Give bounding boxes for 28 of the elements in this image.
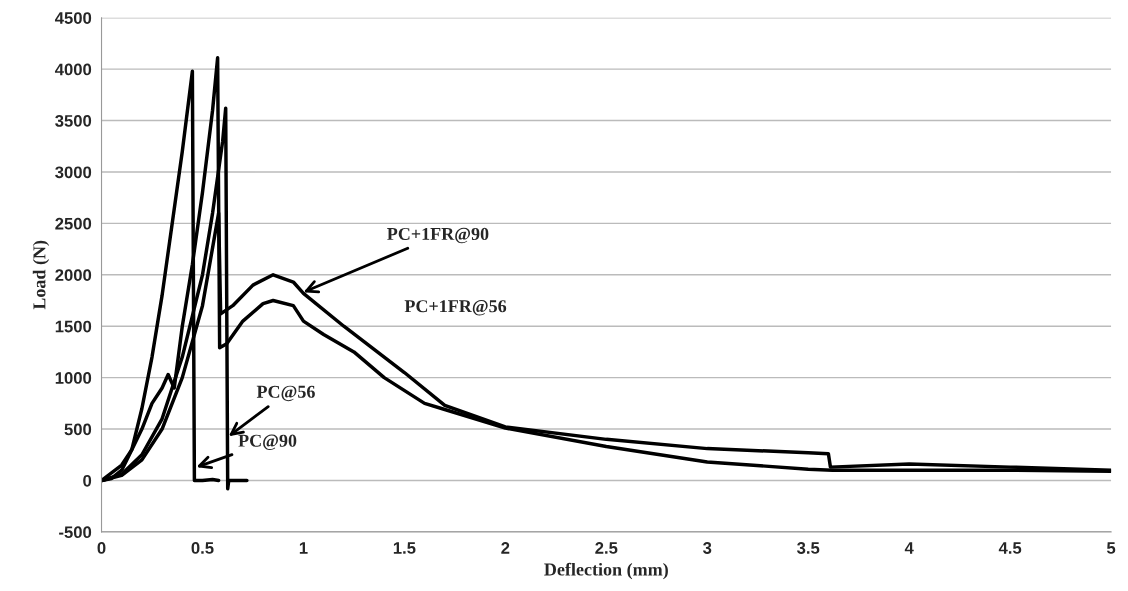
x-axis-title: Deflection (mm): [544, 562, 668, 580]
annotation: PC@56: [256, 385, 315, 402]
x-tick-label: 4.5: [998, 542, 1022, 554]
y-tick-label: -500: [59, 526, 92, 539]
annotation: PC@90: [238, 434, 297, 451]
y-tick-label: 3000: [55, 166, 92, 179]
x-tick-label: 5: [1106, 542, 1116, 554]
y-tick-label: 2000: [55, 269, 92, 282]
y-tick-label: 2500: [55, 217, 92, 230]
y-tick-label: 0: [83, 474, 92, 487]
y-tick-label: 3500: [55, 114, 92, 127]
y-tick-label: 4000: [54, 63, 92, 76]
x-tick-label: 1: [299, 542, 308, 554]
x-tick-label: 2: [501, 542, 510, 554]
annotation: PC+1FR@56: [404, 300, 507, 316]
y-tick-label: 1000: [55, 372, 92, 384]
x-tick-label: 0.5: [191, 542, 214, 554]
annotation: PC+1FR@90: [387, 227, 489, 244]
y-tick-label: 4500: [54, 12, 92, 24]
y-tick-label: 1500: [55, 320, 92, 333]
y-axis-title: Load (N): [32, 240, 50, 310]
x-tick-label: 1.5: [393, 542, 416, 554]
x-tick-label: 2.5: [595, 542, 618, 554]
x-tick-label: 3: [703, 542, 712, 554]
x-tick-label: 3.5: [797, 542, 820, 554]
y-tick-label: 500: [64, 423, 92, 436]
x-tick-label: 0: [97, 542, 106, 554]
x-tick-label: 4: [904, 542, 914, 554]
